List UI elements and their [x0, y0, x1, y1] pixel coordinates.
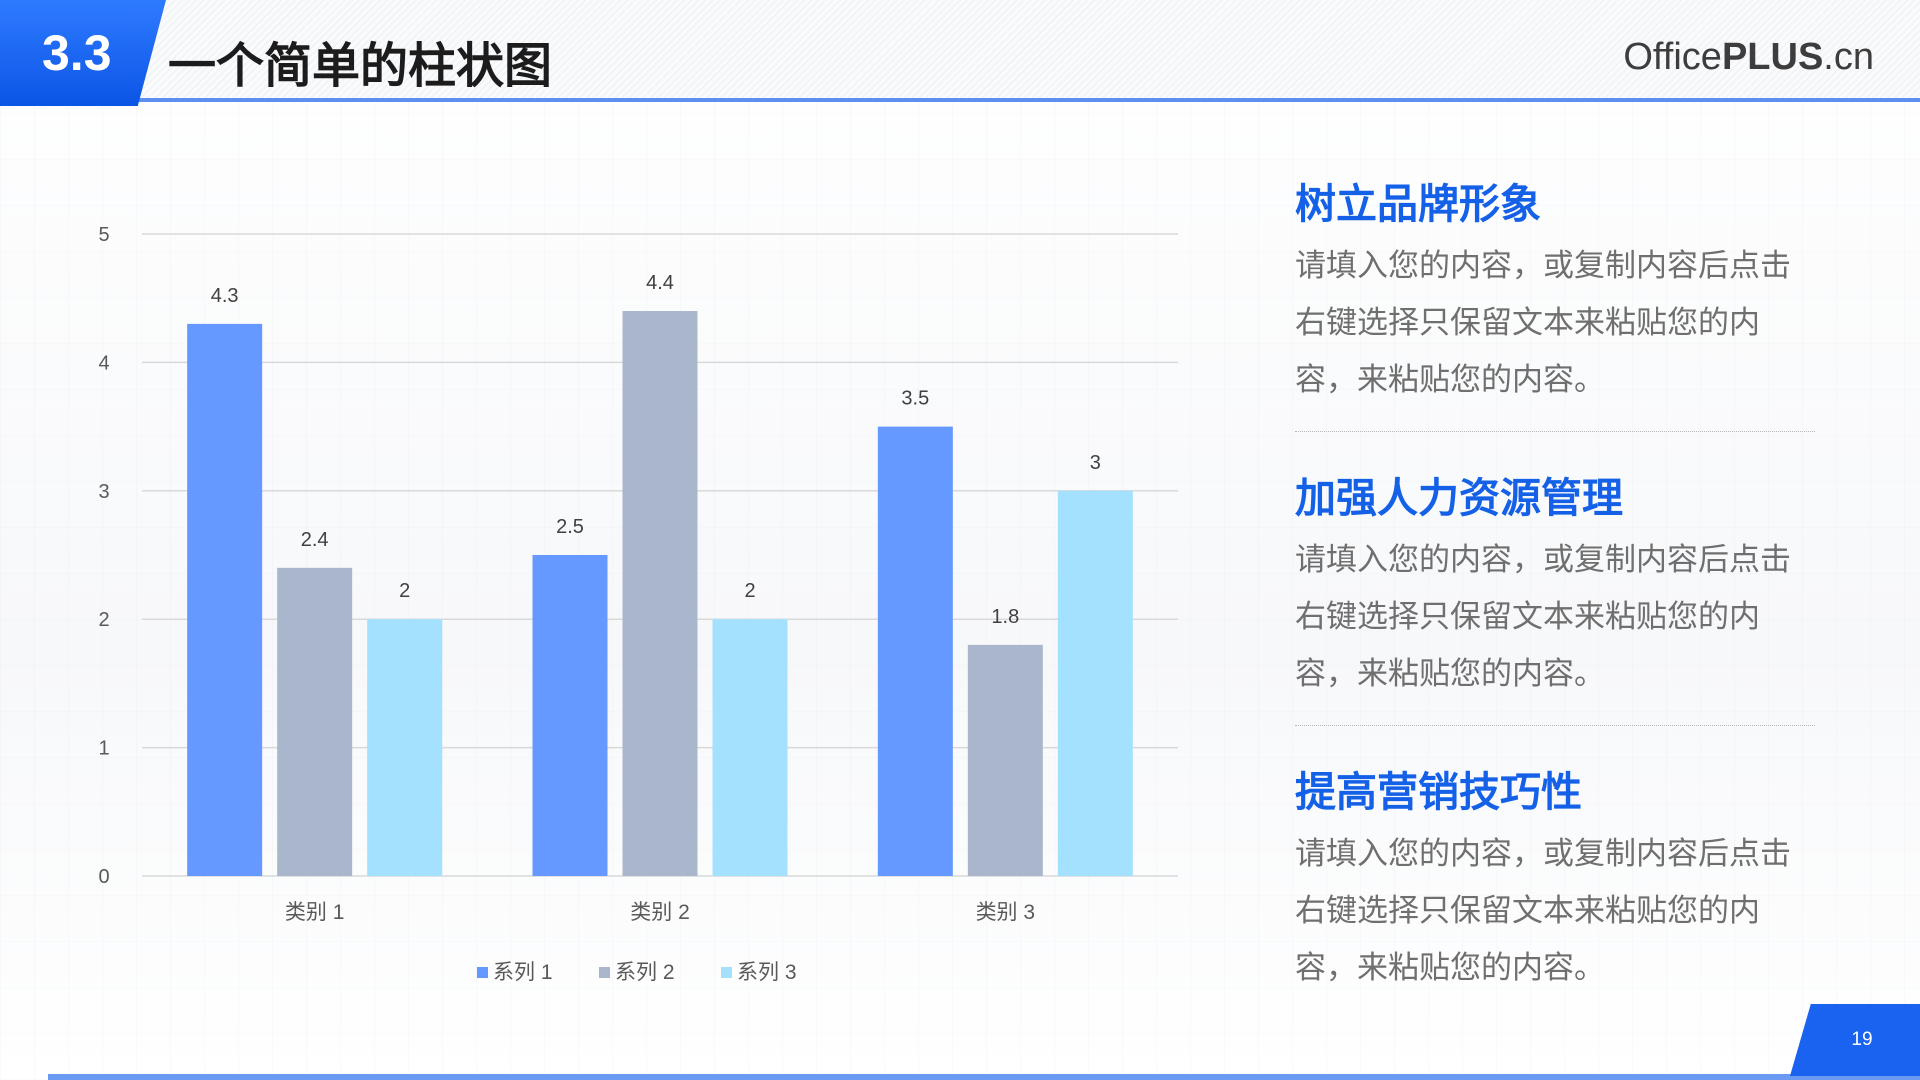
data-label: 2.4	[301, 529, 329, 551]
bar	[532, 555, 608, 876]
brand-logo: OfficePLUS.cn	[1623, 36, 1874, 79]
data-label: 2	[744, 580, 755, 602]
key-point-body: 请填入您的内容，或复制内容后点击右键选择只保留文本来粘贴您的内容，来粘贴您的内容…	[1295, 248, 1791, 398]
data-label: 1.8	[991, 606, 1019, 628]
bar-chart-svg: 0 1 2 3 4 5 4.3 2.4 2 类别 1 2.5 4.4 2 类别 2 3.5 1.8 3 类别 3 系…	[98, 224, 1178, 984]
key-point: 加强人力资源管理 请填入您的内容，或复制内容后点击右键选择只保留文本来粘贴您的内…	[1295, 470, 1815, 703]
bar-chart: 0 1 2 3 4 5 4.3 2.4 2 类别 1 2.5 4.4 2 类别 2 3.5 1.8 3 类别 3 系…	[70, 190, 1190, 1024]
key-point-heading: 加强人力资源管理	[1295, 474, 1623, 522]
section-number-badge: 3.3	[0, 0, 166, 106]
brand-light: Office	[1623, 36, 1722, 78]
data-label: 3	[1090, 452, 1101, 474]
data-label: 3.5	[901, 388, 929, 410]
key-point-body: 请填入您的内容，或复制内容后点击右键选择只保留文本来粘贴您的内容，来粘贴您的内容…	[1295, 836, 1791, 986]
x-tick-label: 类别 1	[285, 901, 345, 924]
bar	[277, 567, 353, 876]
key-point-heading: 树立品牌形象	[1295, 180, 1541, 228]
x-tick-label: 类别 2	[630, 901, 690, 924]
y-tick-label: 4	[98, 352, 109, 374]
y-tick-label: 5	[98, 224, 109, 246]
bar	[622, 311, 698, 876]
bar	[187, 323, 263, 876]
data-label: 4.4	[646, 272, 674, 294]
bar	[712, 619, 788, 876]
bar	[967, 644, 1043, 876]
divider	[1295, 725, 1815, 726]
legend-swatch	[721, 967, 732, 978]
y-tick-label: 2	[98, 609, 109, 631]
footer-rule	[48, 1074, 1920, 1080]
divider	[1295, 431, 1815, 432]
legend-label: 系列 1	[493, 961, 553, 984]
y-tick-label: 1	[98, 738, 109, 760]
brand-bold: PLUS	[1721, 36, 1824, 78]
brand-suffix: .cn	[1823, 36, 1874, 78]
legend-swatch	[477, 967, 488, 978]
bar	[1057, 490, 1133, 876]
bar	[367, 619, 443, 876]
key-points: 树立品牌形象 请填入您的内容，或复制内容后点击右键选择只保留文本来粘贴您的内容，…	[1295, 176, 1815, 997]
page-number: 19	[1790, 1004, 1920, 1076]
bar	[877, 426, 953, 876]
data-label: 2.5	[556, 516, 584, 538]
legend-label: 系列 2	[615, 961, 675, 984]
key-point: 提高营销技巧性 请填入您的内容，或复制内容后点击右键选择只保留文本来粘贴您的内容…	[1295, 764, 1815, 997]
header-band	[0, 0, 1920, 100]
key-point-heading: 提高营销技巧性	[1295, 768, 1582, 816]
x-tick-label: 类别 3	[976, 901, 1036, 924]
y-tick-label: 3	[98, 481, 109, 503]
key-point: 树立品牌形象 请填入您的内容，或复制内容后点击右键选择只保留文本来粘贴您的内容，…	[1295, 176, 1815, 409]
y-tick-label: 0	[98, 866, 109, 888]
key-point-body: 请填入您的内容，或复制内容后点击右键选择只保留文本来粘贴您的内容，来粘贴您的内容…	[1295, 542, 1791, 692]
legend-swatch	[599, 967, 610, 978]
header-rule	[0, 98, 1920, 102]
page-title: 一个简单的柱状图	[168, 38, 553, 94]
legend-label: 系列 3	[737, 961, 797, 984]
data-label: 2	[399, 580, 410, 602]
data-label: 4.3	[211, 285, 239, 307]
